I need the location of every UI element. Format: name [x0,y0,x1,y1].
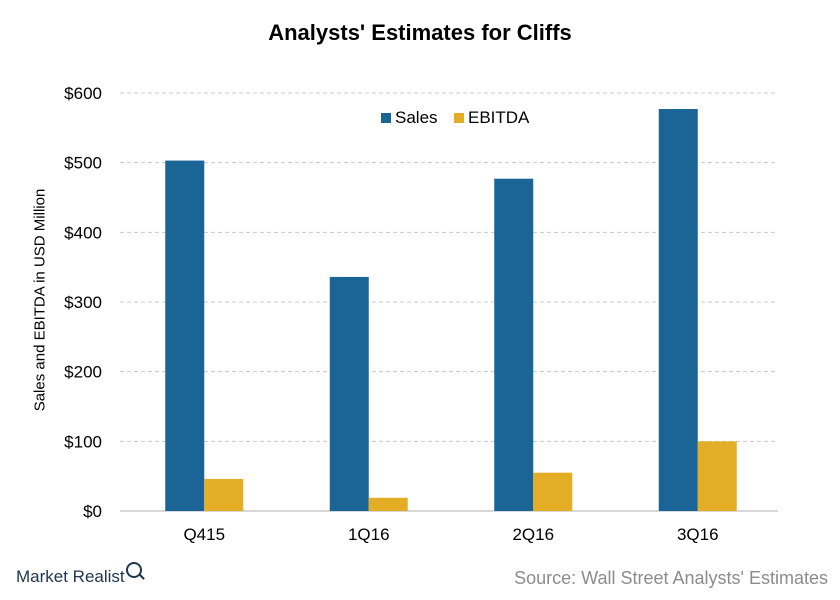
legend-swatch-ebitda [454,113,464,123]
brand-logo: Market Realist [16,562,142,587]
bar-ebitda-1q16 [368,497,408,511]
source-note: Source: Wall Street Analysts' Estimates [514,568,828,588]
y-tick-label: $400 [64,223,102,242]
y-axis-label: Sales and EBITDA in USD Million [31,188,49,412]
chart-title: Analysts' Estimates for Cliffs [268,20,572,45]
x-tick-label: Q415 [183,525,225,544]
y-tick-label: $0 [83,502,102,521]
y-tick-label: $500 [64,154,102,173]
y-tick-label: $300 [64,293,102,312]
bar-ebitda-2q16 [533,472,573,511]
bar-sales-3q16 [658,109,698,512]
legend-swatch-sales [381,113,391,123]
x-tick-label: 3Q16 [677,525,719,544]
bar-ebitda-q415 [204,478,244,511]
y-tick-label: $200 [64,363,102,382]
legend-label-ebitda: EBITDA [468,108,530,127]
x-tick-label: 1Q16 [348,525,390,544]
legend-label-sales: Sales [395,108,438,127]
bar-sales-q415 [165,160,205,511]
bar-sales-1q16 [329,276,369,511]
x-tick-label: 2Q16 [512,525,554,544]
brand-name: Market Realist [16,567,125,586]
bar-sales-2q16 [494,178,534,511]
y-tick-label: $600 [64,84,102,103]
bar-ebitda-3q16 [697,441,737,511]
y-tick-label: $100 [64,432,102,451]
magnifier-icon [125,562,142,578]
